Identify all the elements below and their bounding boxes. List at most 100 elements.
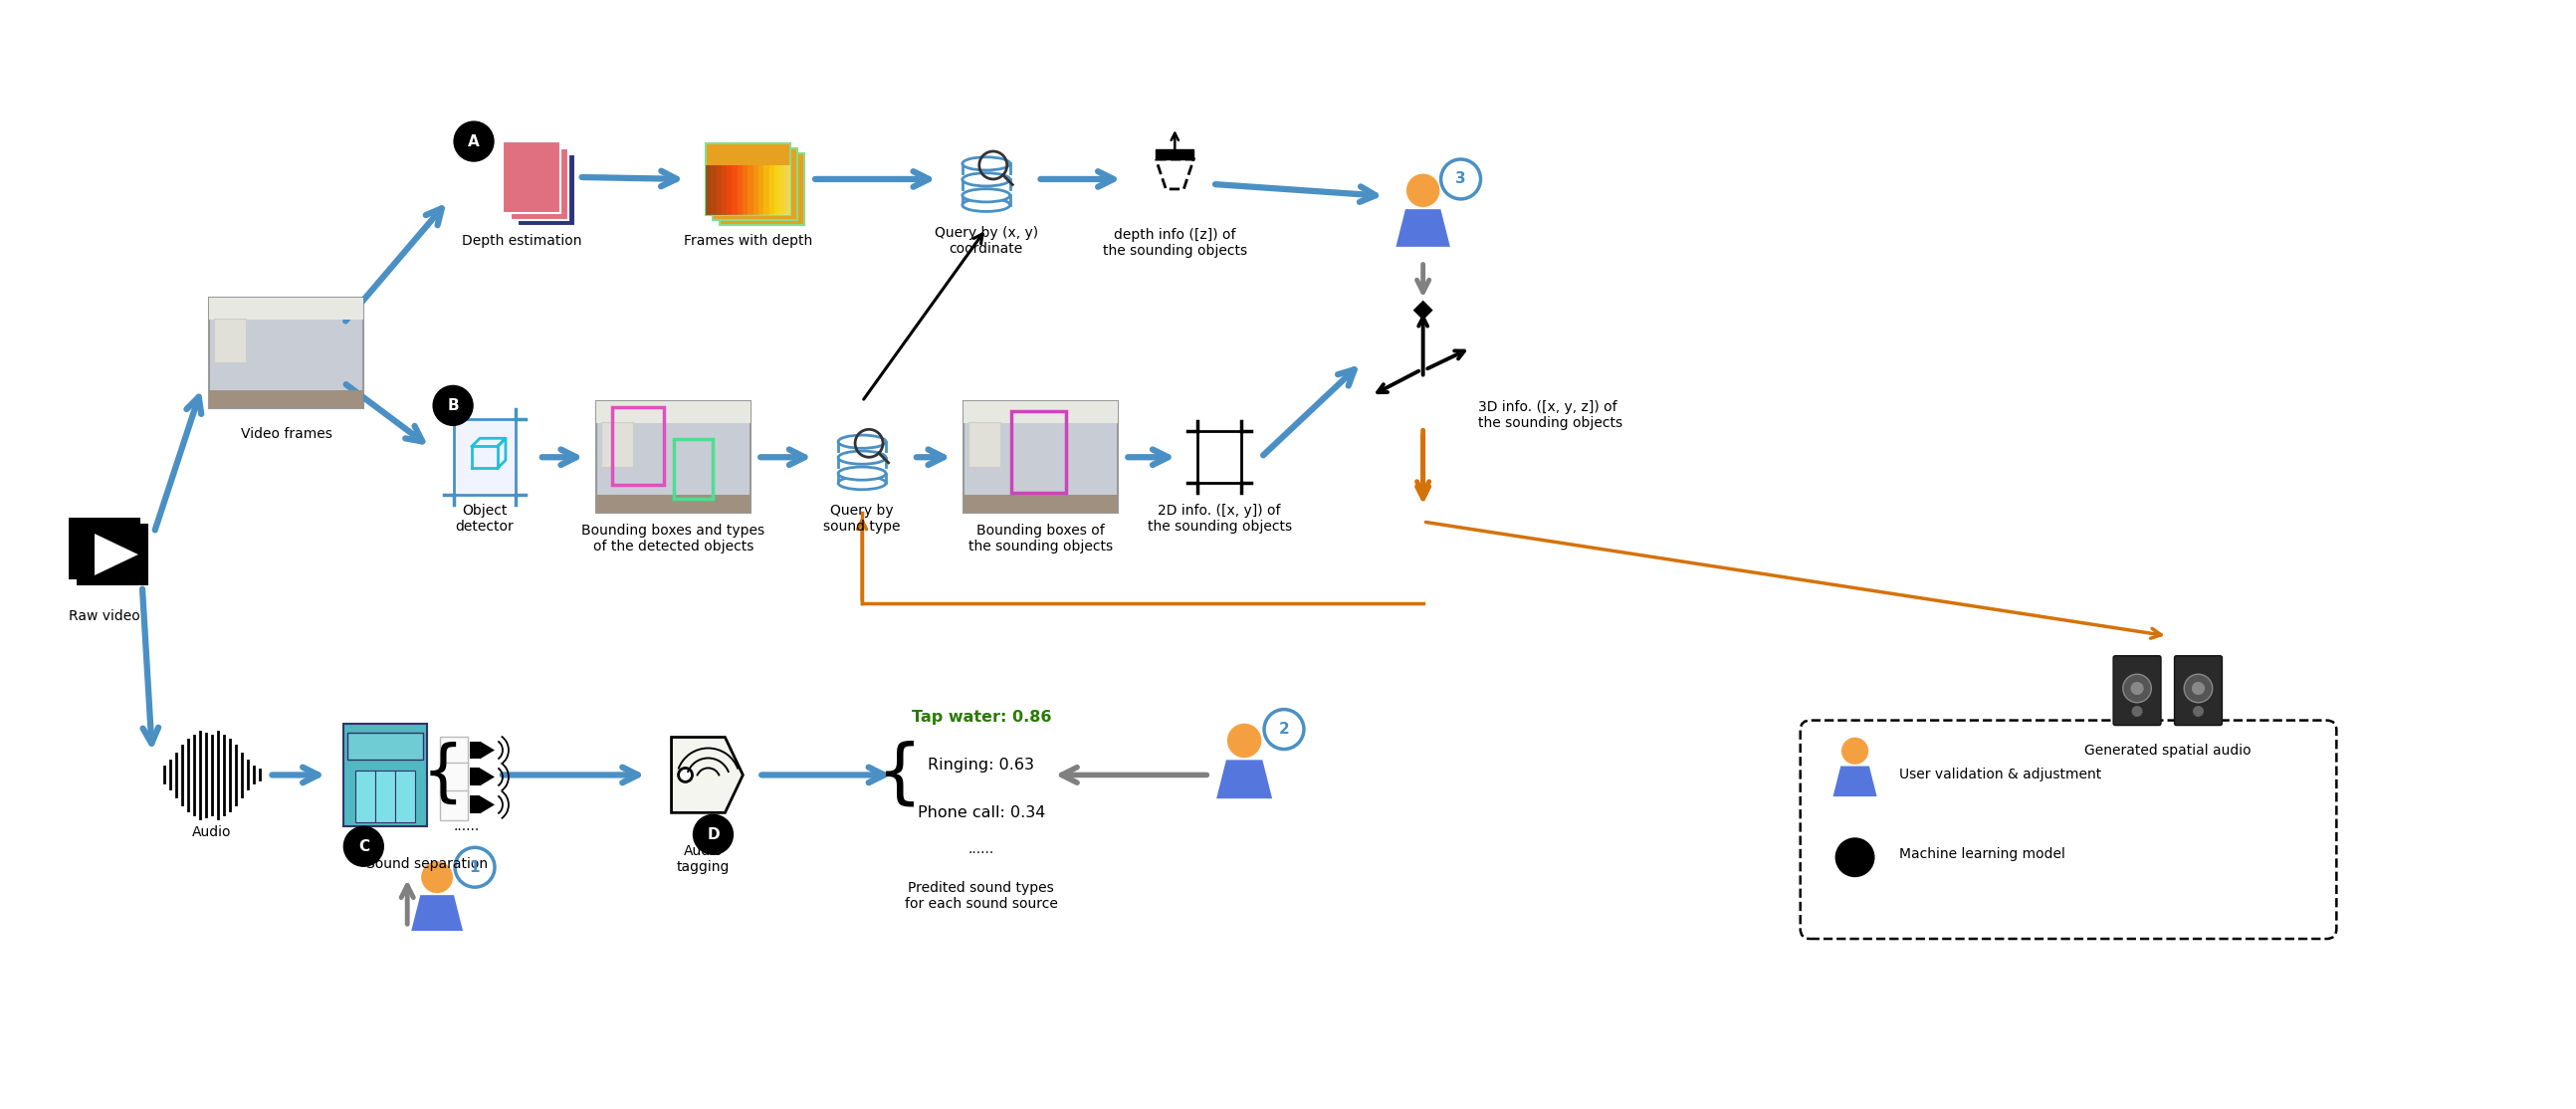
Bar <box>781 165 786 215</box>
Text: 3D info. ([x, y, z]) of
the sounding objects: 3D info. ([x, y, z]) of the sounding obj… <box>1479 400 1623 430</box>
Bar <box>963 401 1118 424</box>
Bar <box>716 165 721 215</box>
Bar <box>747 165 752 215</box>
Ellipse shape <box>837 435 886 448</box>
Ellipse shape <box>837 451 886 465</box>
Text: Query by
sound type: Query by sound type <box>824 503 902 533</box>
Bar <box>613 407 665 485</box>
Bar <box>469 769 479 786</box>
Polygon shape <box>1216 760 1273 798</box>
Bar <box>355 771 376 823</box>
Text: ......: ...... <box>969 843 994 856</box>
Text: Predited sound types
for each sound source: Predited sound types for each sound sour… <box>904 881 1059 912</box>
Ellipse shape <box>837 467 886 480</box>
Ellipse shape <box>837 477 886 489</box>
Bar <box>598 401 750 512</box>
Bar <box>1157 150 1193 160</box>
Bar <box>77 523 149 586</box>
Bar <box>440 791 469 821</box>
Text: Phone call: 0.34: Phone call: 0.34 <box>917 805 1046 821</box>
Ellipse shape <box>963 189 1010 202</box>
FancyBboxPatch shape <box>1801 721 2336 939</box>
Circle shape <box>1834 837 1875 877</box>
Bar <box>1010 411 1066 492</box>
Bar <box>714 149 796 220</box>
Bar <box>469 741 479 759</box>
Text: Bounding boxes and types
of the detected objects: Bounding boxes and types of the detected… <box>582 523 765 553</box>
Text: Depth estimation: Depth estimation <box>461 234 582 247</box>
Circle shape <box>2192 705 2202 716</box>
Circle shape <box>1842 737 1868 764</box>
Text: Frames with depth: Frames with depth <box>683 234 811 247</box>
Text: C: C <box>358 840 368 854</box>
Bar <box>440 736 469 766</box>
Bar <box>214 318 245 363</box>
Text: depth info ([z]) of
the sounding objects: depth info ([z]) of the sounding objects <box>1103 227 1247 257</box>
Bar <box>209 390 363 408</box>
Circle shape <box>2192 682 2205 695</box>
Polygon shape <box>1157 160 1193 189</box>
Circle shape <box>693 815 734 854</box>
Text: Tap water: 0.86: Tap water: 0.86 <box>912 710 1051 725</box>
Text: 2: 2 <box>1278 722 1291 736</box>
Text: Audio
tagging: Audio tagging <box>677 844 729 874</box>
Bar <box>737 165 742 215</box>
Bar <box>721 165 726 215</box>
Bar <box>598 401 750 424</box>
Text: Machine learning model: Machine learning model <box>1899 847 2066 862</box>
Text: Ringing: 0.63: Ringing: 0.63 <box>927 757 1036 773</box>
Polygon shape <box>672 737 742 813</box>
Bar <box>518 154 574 226</box>
Bar <box>706 143 791 215</box>
Bar <box>726 165 732 215</box>
Bar <box>70 518 139 579</box>
Bar <box>209 297 363 408</box>
Polygon shape <box>479 796 495 814</box>
Bar <box>598 495 750 512</box>
Text: Generated spatial audio: Generated spatial audio <box>2084 743 2251 757</box>
Circle shape <box>1440 160 1481 199</box>
Text: Raw video: Raw video <box>70 609 139 623</box>
FancyBboxPatch shape <box>2174 655 2223 725</box>
Text: 1: 1 <box>469 859 479 875</box>
Bar <box>963 495 1118 512</box>
Circle shape <box>453 122 495 161</box>
Text: 2D info. ([x, y]) of
the sounding objects: 2D info. ([x, y]) of the sounding object… <box>1146 503 1291 533</box>
Polygon shape <box>479 769 495 786</box>
Bar <box>600 423 634 467</box>
Polygon shape <box>1414 301 1432 321</box>
Text: User validation & adjustment: User validation & adjustment <box>1899 769 2102 782</box>
Text: Object
detector: Object detector <box>456 503 515 533</box>
Circle shape <box>422 862 453 893</box>
Text: Bounding boxes of
the sounding objects: Bounding boxes of the sounding objects <box>969 523 1113 553</box>
Text: 3: 3 <box>1455 172 1466 186</box>
Text: A: A <box>469 134 479 149</box>
Text: Query by (x, y)
coordinate: Query by (x, y) coordinate <box>935 225 1038 256</box>
Circle shape <box>1226 723 1262 757</box>
Bar <box>672 439 714 499</box>
Text: Video frames: Video frames <box>240 427 332 441</box>
Polygon shape <box>1834 766 1878 796</box>
Bar <box>453 419 515 495</box>
Text: {: { <box>876 741 922 810</box>
Bar <box>510 149 569 220</box>
Bar <box>376 771 394 823</box>
Bar <box>711 165 716 215</box>
Circle shape <box>433 386 474 426</box>
Circle shape <box>2130 682 2143 695</box>
Bar <box>348 732 422 760</box>
Circle shape <box>677 769 693 782</box>
Polygon shape <box>412 895 464 930</box>
Bar <box>469 796 479 814</box>
Text: B: B <box>448 398 459 413</box>
Bar <box>343 723 428 826</box>
Bar <box>963 401 1118 512</box>
Circle shape <box>2133 705 2143 716</box>
Text: D: D <box>706 827 719 842</box>
Circle shape <box>343 826 384 866</box>
Bar <box>742 165 747 215</box>
Circle shape <box>456 847 495 887</box>
Circle shape <box>1265 710 1303 750</box>
Ellipse shape <box>963 157 1010 170</box>
Bar <box>502 142 559 213</box>
